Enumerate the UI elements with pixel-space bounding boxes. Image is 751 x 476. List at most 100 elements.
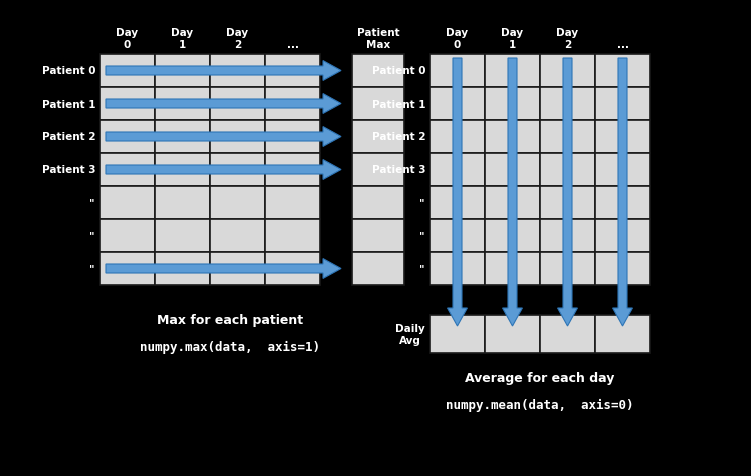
Bar xyxy=(265,154,320,187)
Text: Patient 3: Patient 3 xyxy=(372,165,425,175)
Bar xyxy=(485,121,540,154)
FancyArrow shape xyxy=(557,59,578,327)
Bar xyxy=(485,252,540,286)
FancyArrow shape xyxy=(613,59,632,327)
Bar xyxy=(540,187,595,219)
Bar xyxy=(210,154,265,187)
FancyArrow shape xyxy=(448,59,467,327)
Bar xyxy=(352,187,404,219)
Text: Daily
Avg: Daily Avg xyxy=(395,324,425,345)
Bar xyxy=(430,252,485,286)
Bar xyxy=(540,315,595,353)
Text: ": " xyxy=(420,231,425,241)
FancyArrow shape xyxy=(502,59,523,327)
Text: ": " xyxy=(420,198,425,208)
Bar xyxy=(155,55,210,88)
Text: Patient 1: Patient 1 xyxy=(372,99,425,109)
Text: Patient 3: Patient 3 xyxy=(41,165,95,175)
Bar xyxy=(430,121,485,154)
Text: Patient 0: Patient 0 xyxy=(372,66,425,76)
FancyArrow shape xyxy=(106,128,341,147)
Text: ...: ... xyxy=(286,40,298,50)
Text: Max for each patient: Max for each patient xyxy=(157,313,303,327)
Bar xyxy=(595,88,650,121)
Bar xyxy=(540,252,595,286)
Bar xyxy=(485,88,540,121)
Bar xyxy=(595,154,650,187)
Bar xyxy=(352,219,404,252)
Bar xyxy=(210,55,265,88)
Bar xyxy=(540,121,595,154)
Bar xyxy=(210,121,265,154)
Bar xyxy=(430,315,485,353)
Text: numpy.max(data,  axis=1): numpy.max(data, axis=1) xyxy=(140,340,320,353)
Bar xyxy=(485,315,540,353)
Text: ...: ... xyxy=(617,40,629,50)
Bar xyxy=(210,187,265,219)
Text: ": " xyxy=(420,264,425,274)
Bar xyxy=(595,252,650,286)
Bar xyxy=(100,187,155,219)
Bar xyxy=(595,315,650,353)
Bar xyxy=(595,219,650,252)
Bar xyxy=(352,55,404,88)
Text: Patient 2: Patient 2 xyxy=(372,132,425,142)
Bar xyxy=(265,121,320,154)
FancyArrow shape xyxy=(106,61,341,81)
FancyArrow shape xyxy=(106,160,341,180)
Bar xyxy=(352,88,404,121)
Bar xyxy=(100,252,155,286)
Bar xyxy=(155,121,210,154)
Bar xyxy=(430,88,485,121)
FancyArrow shape xyxy=(106,259,341,279)
Text: Patient
Max: Patient Max xyxy=(357,29,400,50)
Bar xyxy=(265,55,320,88)
Bar xyxy=(210,88,265,121)
Bar xyxy=(100,219,155,252)
Bar xyxy=(265,187,320,219)
Text: Day
0: Day 0 xyxy=(116,29,139,50)
Text: Day
2: Day 2 xyxy=(227,29,249,50)
Text: numpy.mean(data,  axis=0): numpy.mean(data, axis=0) xyxy=(446,398,634,411)
Text: Patient 1: Patient 1 xyxy=(41,99,95,109)
Bar xyxy=(100,154,155,187)
Bar xyxy=(485,187,540,219)
Bar xyxy=(155,154,210,187)
Bar xyxy=(595,121,650,154)
Text: Day
1: Day 1 xyxy=(502,29,523,50)
Bar xyxy=(155,252,210,286)
Bar xyxy=(352,121,404,154)
Bar xyxy=(100,121,155,154)
Bar xyxy=(210,219,265,252)
Bar xyxy=(430,187,485,219)
Bar xyxy=(430,219,485,252)
Bar xyxy=(265,88,320,121)
Text: ": " xyxy=(89,264,95,274)
Bar xyxy=(540,55,595,88)
Bar xyxy=(100,55,155,88)
Text: Day
1: Day 1 xyxy=(171,29,194,50)
Bar xyxy=(352,252,404,286)
Text: Patient 0: Patient 0 xyxy=(41,66,95,76)
Bar xyxy=(485,219,540,252)
Text: Patient 2: Patient 2 xyxy=(41,132,95,142)
Text: Day
2: Day 2 xyxy=(556,29,578,50)
Bar xyxy=(485,55,540,88)
Bar xyxy=(155,187,210,219)
Bar xyxy=(430,154,485,187)
Bar xyxy=(155,88,210,121)
Bar xyxy=(540,154,595,187)
FancyArrow shape xyxy=(106,94,341,114)
Bar xyxy=(265,219,320,252)
Text: Average for each day: Average for each day xyxy=(466,371,614,384)
Text: ": " xyxy=(89,231,95,241)
Bar xyxy=(595,187,650,219)
Bar xyxy=(595,55,650,88)
Bar xyxy=(352,154,404,187)
Bar xyxy=(540,88,595,121)
Bar xyxy=(210,252,265,286)
Bar xyxy=(265,252,320,286)
Bar xyxy=(485,154,540,187)
Text: Day
0: Day 0 xyxy=(446,29,469,50)
Text: ": " xyxy=(89,198,95,208)
